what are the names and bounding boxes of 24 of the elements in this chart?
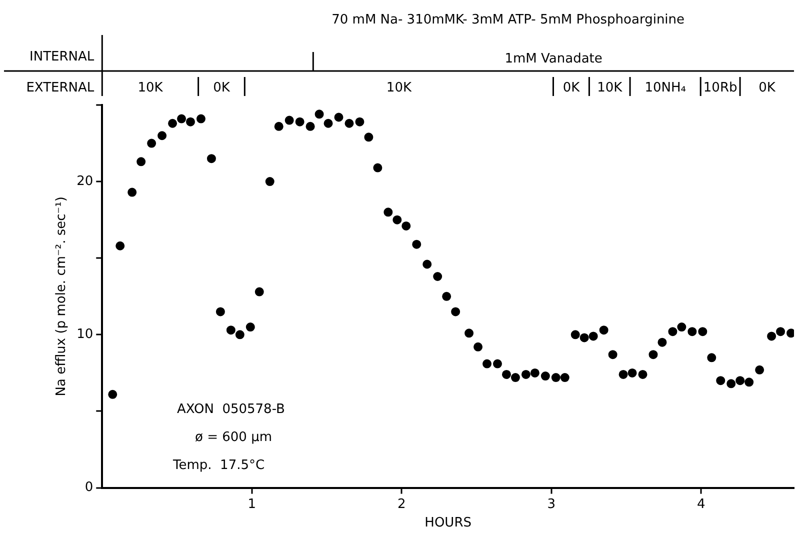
y-axis-title: Na efflux (p mole. cm⁻². sec⁻¹) xyxy=(54,196,70,396)
x-tick-label: 3 xyxy=(547,496,556,512)
x-tick-label: 1 xyxy=(248,496,256,512)
chart-title: 70 mM Na- 310mMK- 3mM ATP- 5mM Phosphoarginine xyxy=(332,12,685,28)
y-tick-label: 0 xyxy=(84,480,94,496)
y-tick-label: 20 xyxy=(76,174,94,189)
text: 10K xyxy=(386,80,412,96)
text: 0K xyxy=(213,80,230,96)
x-tick-label: 4 xyxy=(697,496,706,512)
text: 10K xyxy=(597,80,623,96)
y-tick-label: 10 xyxy=(76,327,94,342)
text: 10NH₄ xyxy=(644,80,686,96)
x-axis-title: HOURS xyxy=(424,516,472,531)
text: 0K xyxy=(758,80,776,96)
text: EXTERNAL xyxy=(26,80,95,96)
text: INTERNAL xyxy=(30,49,95,64)
x-tick-label: 2 xyxy=(398,496,406,512)
text: 10Rb xyxy=(703,80,738,96)
annotation: Temp. 17.5°C xyxy=(172,458,265,474)
text: 10K xyxy=(138,80,164,96)
text: 1mM Vanadate xyxy=(504,51,602,66)
annotation: AXON 050578-B xyxy=(177,402,285,418)
text: 0K xyxy=(562,80,580,96)
annotation: ø = 600 µm xyxy=(195,430,272,446)
